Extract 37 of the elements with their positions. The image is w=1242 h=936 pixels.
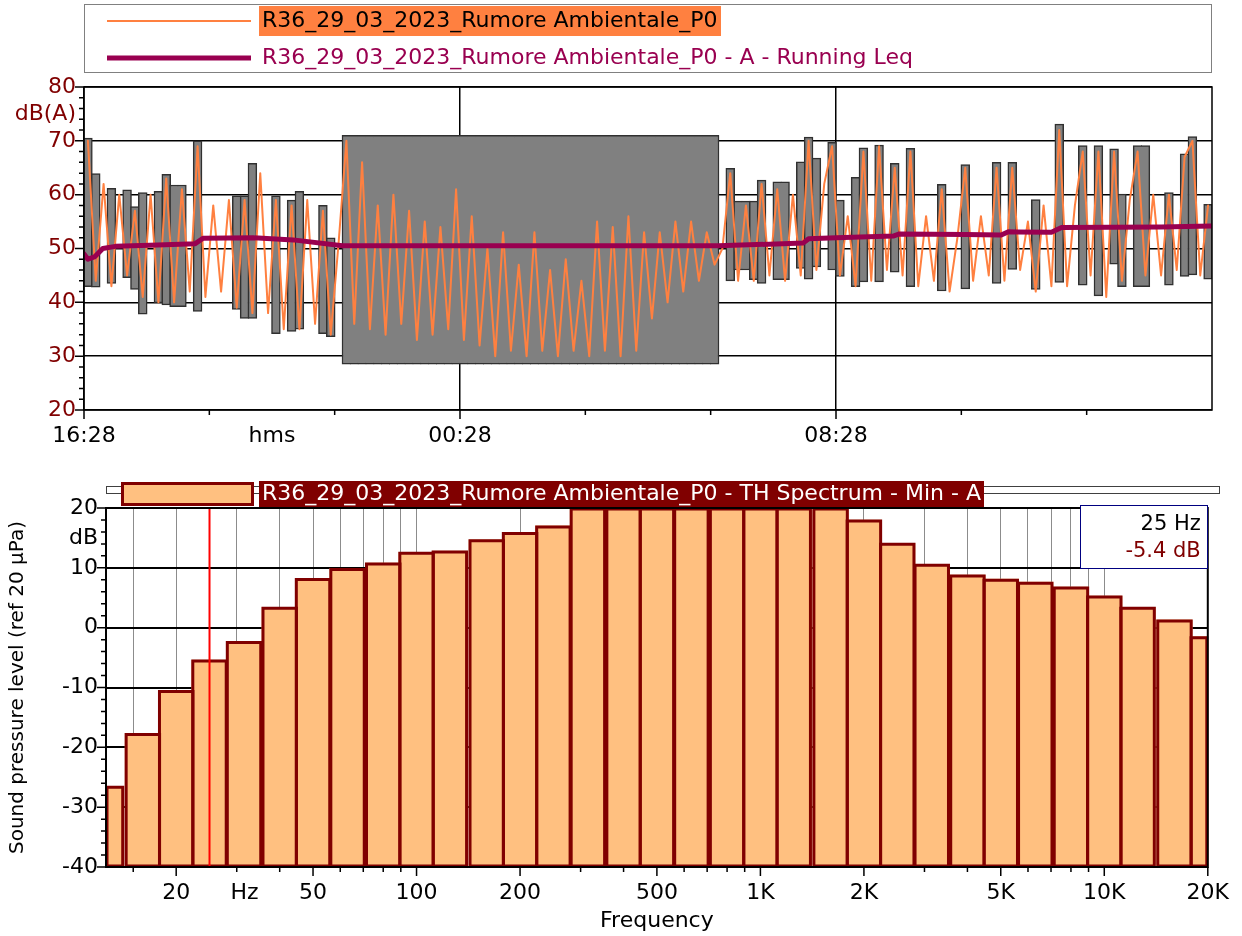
x-tick-label: 00:28 xyxy=(428,421,492,447)
y-tick-label: 70 xyxy=(48,126,76,152)
x-tick-label: 100 xyxy=(395,878,438,904)
readout-box: 25 Hz -5.4 dB xyxy=(1079,505,1208,569)
text: Hz xyxy=(230,878,259,904)
x-tick-label: 5K xyxy=(986,878,1016,904)
text: dB xyxy=(68,523,98,549)
x-tick-label: 1K xyxy=(746,878,776,904)
x-tick-label: 2K xyxy=(849,878,879,904)
x-tick-label: 20K xyxy=(1186,878,1230,904)
x-tick-label: 16:28 xyxy=(52,421,116,447)
y-axis-title: Sound pressure level (ref 20 µPa) xyxy=(4,520,29,855)
y-tick-label: 0 xyxy=(84,613,98,639)
x-axis-title: Frequency xyxy=(600,906,714,932)
y-tick-label: 40 xyxy=(48,288,76,314)
annotation: 25 Hz xyxy=(1139,510,1201,537)
x-tick-label: 50 xyxy=(299,878,328,904)
x-tick-label: 08:28 xyxy=(804,421,868,447)
y-tick-label: 20 xyxy=(70,493,98,519)
y-tick-label: -20 xyxy=(62,733,98,759)
y-tick-label: -10 xyxy=(62,673,98,699)
y-tick-label: 80 xyxy=(48,72,76,98)
y-tick-label: 60 xyxy=(48,180,76,206)
text: R36_29_03_2023_Rumore Ambientale_P0 - A - Running Leq xyxy=(262,43,913,70)
x-tick-label: 10K xyxy=(1083,878,1127,904)
annotation: -5.4 dB xyxy=(1124,537,1201,564)
y-tick-label: -40 xyxy=(62,852,98,878)
y-tick-label: 10 xyxy=(70,553,98,579)
y-tick-label: 30 xyxy=(48,341,76,367)
y-tick-label: 50 xyxy=(48,234,76,260)
x-axis-title: hms xyxy=(248,421,296,447)
x-tick-label: 20 xyxy=(162,878,191,904)
y-tick-label: -30 xyxy=(62,792,98,818)
x-tick-label: 500 xyxy=(635,878,678,904)
x-tick-label: 200 xyxy=(499,878,542,904)
y-tick-label: 20 xyxy=(48,395,76,421)
y-axis-title: dB(A) xyxy=(14,99,76,125)
